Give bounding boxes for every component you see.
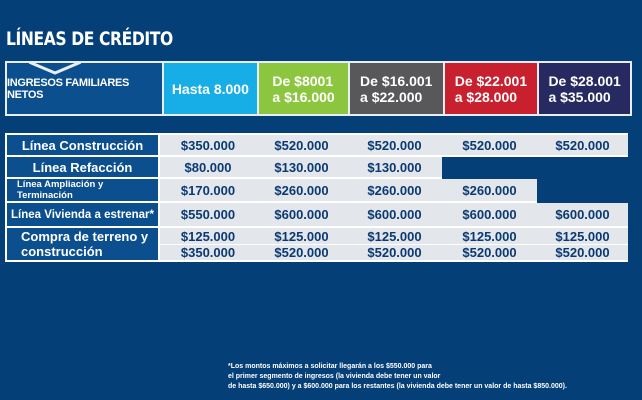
row-label: Línea Ampliación y Terminación — [5, 179, 160, 203]
table-cell: $520.000 — [256, 135, 347, 155]
table-cell: $125.000 — [256, 228, 347, 244]
page-title: LÍNEAS DE CRÉDITO — [6, 28, 173, 50]
table-cell: $600.000 — [442, 203, 537, 226]
empty-cell — [537, 157, 628, 179]
income-col-5: De $28.001 a $35.000 — [539, 63, 630, 114]
income-header-label: INGRESOS FAMILIARES NETOS — [7, 61, 164, 114]
col-range-from: De $28.001 — [548, 72, 621, 89]
table-cell: $125.000 — [347, 228, 442, 244]
empty-cell — [442, 157, 537, 179]
table-row: Línea Ampliación y Terminación $170.000 … — [5, 179, 628, 203]
row-label: Línea Construcción — [5, 135, 160, 155]
income-header: INGRESOS FAMILIARES NETOS Hasta 8.000 De… — [5, 61, 632, 116]
table-row: Línea Construcción $350.000 $520.000 $52… — [5, 133, 628, 157]
table-cell: $125.000 — [160, 228, 256, 244]
row-label: Línea Refacción — [5, 157, 160, 179]
table-cell: $600.000 — [347, 203, 442, 226]
income-label-text: INGRESOS FAMILIARES NETOS — [7, 76, 130, 101]
table-cell: $520.000 — [347, 135, 442, 155]
table-row: Compra de terreno y construcción $125.00… — [5, 228, 628, 262]
empty-cell — [537, 179, 628, 203]
sub-rows: $125.000 $125.000 $125.000 $125.000 $125… — [160, 228, 628, 260]
row-label: Compra de terreno y construcción — [5, 228, 160, 260]
footnote-line: el primer segmento de ingresos (la vivie… — [228, 373, 441, 380]
table-cell: $130.000 — [347, 157, 442, 179]
col-range-to: a $35.000 — [548, 88, 611, 105]
table-cell: $550.000 — [160, 203, 256, 226]
table-cell: $260.000 — [256, 179, 347, 203]
col-range-to: a $22.000 — [360, 88, 423, 105]
income-col-2: De $8001 a $16.000 — [259, 63, 350, 114]
table-cell: $520.000 — [537, 135, 628, 155]
table-cell: $125.000 — [442, 228, 537, 244]
table-cell: $80.000 — [160, 157, 256, 179]
table-cell: $520.000 — [347, 245, 442, 260]
table-cell: $130.000 — [256, 157, 347, 179]
table-cell: $600.000 — [537, 203, 628, 226]
table-row: Línea Refacción $80.000 $130.000 $130.00… — [5, 157, 628, 179]
footnote: *Los montos máximos a solicitar llegarán… — [228, 362, 567, 392]
table-cell: $170.000 — [160, 179, 256, 203]
table-cell: $350.000 — [160, 245, 256, 260]
income-col-4: De $22.001 a $28.000 — [444, 63, 540, 114]
table-cell: $260.000 — [347, 179, 442, 203]
col-range-from: De $16.001 — [360, 72, 433, 89]
income-col-3: De $16.001 a $22.000 — [349, 63, 445, 114]
col-range: Hasta 8.000 — [171, 80, 249, 97]
table-row: Línea Vivienda a estrenar* $550.000 $600… — [5, 203, 628, 228]
footnote-line: *Los montos máximos a solicitar llegarán… — [228, 363, 432, 370]
table-cell: $350.000 — [160, 135, 256, 155]
income-col-1: Hasta 8.000 — [163, 63, 260, 114]
table-cell: $520.000 — [442, 245, 537, 260]
col-range-from: De $8001 — [272, 72, 334, 89]
table-cell: $520.000 — [442, 135, 537, 155]
col-range-from: De $22.001 — [454, 72, 528, 89]
table-cell: $600.000 — [256, 203, 347, 226]
footnote-line: de hasta $650.000) y a $600.000 para los… — [228, 383, 567, 390]
col-range-to: a $28.000 — [454, 88, 518, 105]
row-label: Línea Vivienda a estrenar* — [5, 203, 160, 226]
table-cell: $260.000 — [442, 179, 537, 203]
col-range-to: a $16.000 — [272, 88, 335, 105]
credit-table: Línea Construcción $350.000 $520.000 $52… — [5, 133, 628, 262]
table-cell: $520.000 — [256, 245, 347, 260]
table-cell: $520.000 — [537, 245, 628, 260]
chevron-down-icon — [29, 61, 81, 75]
table-cell: $125.000 — [537, 228, 628, 244]
